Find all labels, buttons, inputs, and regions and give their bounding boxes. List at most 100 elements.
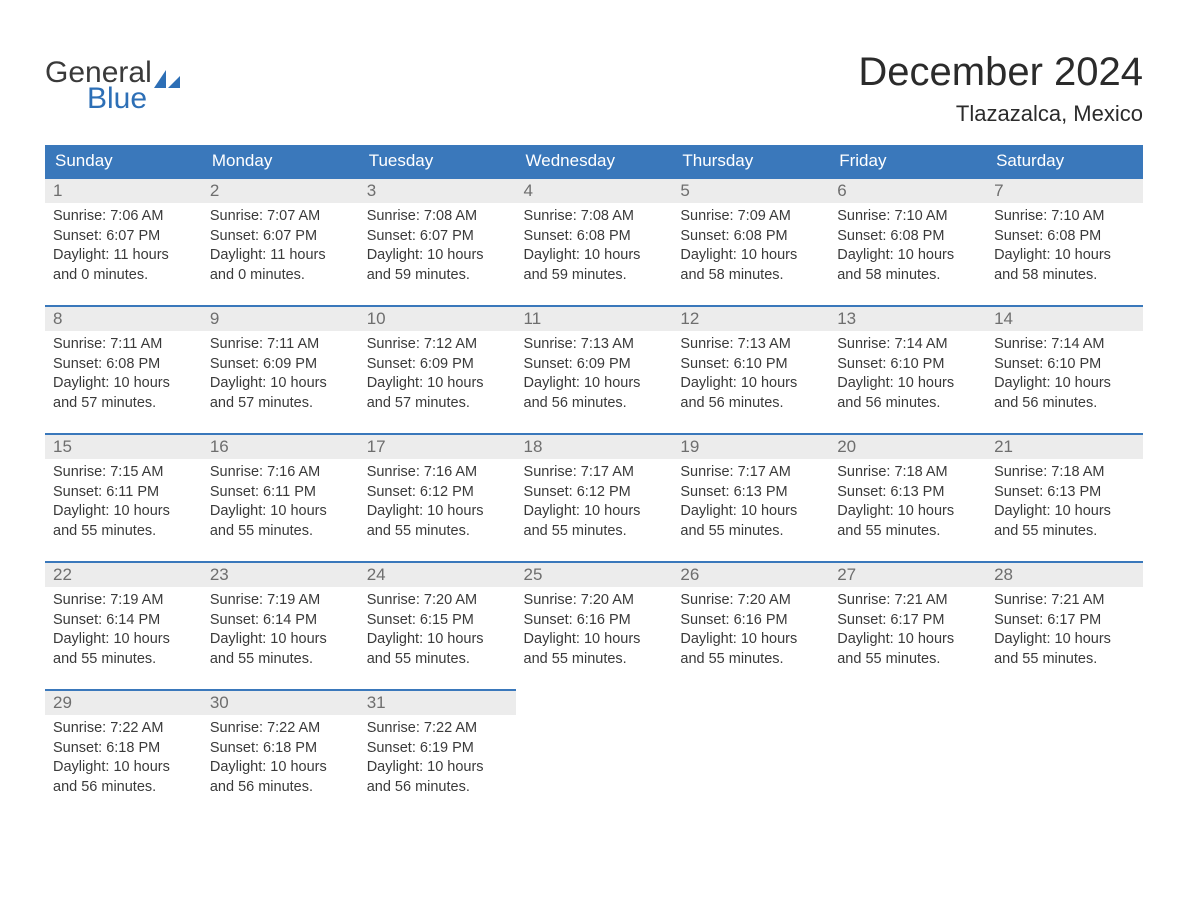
sunrise-line: Sunrise: 7:14 AM [994,335,1135,355]
day-number: 27 [829,561,986,587]
daylight-line: Daylight: 10 hours and 58 minutes. [837,246,978,285]
day-number: 18 [516,433,673,459]
day-number: 11 [516,305,673,331]
day-body: Sunrise: 7:16 AMSunset: 6:12 PMDaylight:… [359,459,516,551]
day-body: Sunrise: 7:20 AMSunset: 6:15 PMDaylight:… [359,587,516,679]
sunrise-line: Sunrise: 7:22 AM [367,719,508,739]
sunset-line: Sunset: 6:11 PM [210,483,351,503]
calendar-day-cell: 31Sunrise: 7:22 AMSunset: 6:19 PMDayligh… [359,689,516,817]
daylight-line: Daylight: 10 hours and 58 minutes. [680,246,821,285]
daylight-line: Daylight: 10 hours and 55 minutes. [994,502,1135,541]
calendar-day-cell: 12Sunrise: 7:13 AMSunset: 6:10 PMDayligh… [672,305,829,433]
day-body: Sunrise: 7:12 AMSunset: 6:09 PMDaylight:… [359,331,516,423]
daylight-line: Daylight: 11 hours and 0 minutes. [210,246,351,285]
sunrise-line: Sunrise: 7:21 AM [837,591,978,611]
sunset-line: Sunset: 6:15 PM [367,611,508,631]
calendar-day-cell: 29Sunrise: 7:22 AMSunset: 6:18 PMDayligh… [45,689,202,817]
day-body: Sunrise: 7:08 AMSunset: 6:07 PMDaylight:… [359,203,516,295]
sunset-line: Sunset: 6:08 PM [53,355,194,375]
calendar-day-cell: 26Sunrise: 7:20 AMSunset: 6:16 PMDayligh… [672,561,829,689]
sunrise-line: Sunrise: 7:14 AM [837,335,978,355]
brand-word2: Blue [87,84,147,114]
day-body: Sunrise: 7:19 AMSunset: 6:14 PMDaylight:… [202,587,359,679]
sunrise-line: Sunrise: 7:10 AM [994,207,1135,227]
calendar-day-cell: 28Sunrise: 7:21 AMSunset: 6:17 PMDayligh… [986,561,1143,689]
day-body: Sunrise: 7:20 AMSunset: 6:16 PMDaylight:… [672,587,829,679]
day-number: 15 [45,433,202,459]
sunset-line: Sunset: 6:08 PM [680,227,821,247]
calendar-day-cell: 30Sunrise: 7:22 AMSunset: 6:18 PMDayligh… [202,689,359,817]
calendar-week-row: 29Sunrise: 7:22 AMSunset: 6:18 PMDayligh… [45,689,1143,817]
sunrise-line: Sunrise: 7:07 AM [210,207,351,227]
sunset-line: Sunset: 6:08 PM [837,227,978,247]
sail-icon [154,64,180,82]
sunrise-line: Sunrise: 7:18 AM [994,463,1135,483]
day-number: 31 [359,689,516,715]
sunrise-line: Sunrise: 7:19 AM [53,591,194,611]
daylight-line: Daylight: 10 hours and 55 minutes. [524,630,665,669]
day-body: Sunrise: 7:17 AMSunset: 6:12 PMDaylight:… [516,459,673,551]
sunset-line: Sunset: 6:07 PM [210,227,351,247]
day-number: 28 [986,561,1143,587]
sunrise-line: Sunrise: 7:12 AM [367,335,508,355]
day-body: Sunrise: 7:10 AMSunset: 6:08 PMDaylight:… [829,203,986,295]
daylight-line: Daylight: 10 hours and 57 minutes. [53,374,194,413]
calendar-day-cell [672,689,829,817]
sunrise-line: Sunrise: 7:08 AM [524,207,665,227]
day-number: 10 [359,305,516,331]
day-body: Sunrise: 7:21 AMSunset: 6:17 PMDaylight:… [986,587,1143,679]
sunset-line: Sunset: 6:13 PM [837,483,978,503]
sunrise-line: Sunrise: 7:06 AM [53,207,194,227]
daylight-line: Daylight: 10 hours and 55 minutes. [367,630,508,669]
calendar-day-cell: 4Sunrise: 7:08 AMSunset: 6:08 PMDaylight… [516,177,673,305]
sunset-line: Sunset: 6:08 PM [994,227,1135,247]
sunrise-line: Sunrise: 7:21 AM [994,591,1135,611]
day-body: Sunrise: 7:11 AMSunset: 6:09 PMDaylight:… [202,331,359,423]
calendar-week-row: 22Sunrise: 7:19 AMSunset: 6:14 PMDayligh… [45,561,1143,689]
daylight-line: Daylight: 10 hours and 57 minutes. [367,374,508,413]
sunset-line: Sunset: 6:09 PM [367,355,508,375]
calendar-day-cell: 6Sunrise: 7:10 AMSunset: 6:08 PMDaylight… [829,177,986,305]
daylight-line: Daylight: 10 hours and 59 minutes. [367,246,508,285]
calendar-day-cell: 10Sunrise: 7:12 AMSunset: 6:09 PMDayligh… [359,305,516,433]
sunrise-line: Sunrise: 7:16 AM [367,463,508,483]
daylight-line: Daylight: 10 hours and 56 minutes. [524,374,665,413]
day-number: 26 [672,561,829,587]
day-body: Sunrise: 7:15 AMSunset: 6:11 PMDaylight:… [45,459,202,551]
day-body: Sunrise: 7:18 AMSunset: 6:13 PMDaylight:… [829,459,986,551]
day-body: Sunrise: 7:10 AMSunset: 6:08 PMDaylight:… [986,203,1143,295]
sunrise-line: Sunrise: 7:13 AM [524,335,665,355]
day-body: Sunrise: 7:17 AMSunset: 6:13 PMDaylight:… [672,459,829,551]
sunrise-line: Sunrise: 7:08 AM [367,207,508,227]
calendar-day-cell: 18Sunrise: 7:17 AMSunset: 6:12 PMDayligh… [516,433,673,561]
calendar-day-cell: 5Sunrise: 7:09 AMSunset: 6:08 PMDaylight… [672,177,829,305]
sunset-line: Sunset: 6:11 PM [53,483,194,503]
sunset-line: Sunset: 6:16 PM [524,611,665,631]
sunset-line: Sunset: 6:17 PM [994,611,1135,631]
day-number: 23 [202,561,359,587]
sunrise-line: Sunrise: 7:22 AM [53,719,194,739]
calendar-day-cell: 2Sunrise: 7:07 AMSunset: 6:07 PMDaylight… [202,177,359,305]
calendar-week-row: 15Sunrise: 7:15 AMSunset: 6:11 PMDayligh… [45,433,1143,561]
day-number: 14 [986,305,1143,331]
sunrise-line: Sunrise: 7:11 AM [210,335,351,355]
weekday-header: Wednesday [516,145,673,177]
calendar-day-cell: 21Sunrise: 7:18 AMSunset: 6:13 PMDayligh… [986,433,1143,561]
day-body: Sunrise: 7:18 AMSunset: 6:13 PMDaylight:… [986,459,1143,551]
calendar-day-cell: 16Sunrise: 7:16 AMSunset: 6:11 PMDayligh… [202,433,359,561]
sunset-line: Sunset: 6:16 PM [680,611,821,631]
daylight-line: Daylight: 10 hours and 56 minutes. [680,374,821,413]
weekday-header: Saturday [986,145,1143,177]
sunrise-line: Sunrise: 7:22 AM [210,719,351,739]
weekday-header: Sunday [45,145,202,177]
sunrise-line: Sunrise: 7:20 AM [367,591,508,611]
daylight-line: Daylight: 10 hours and 59 minutes. [524,246,665,285]
day-number: 1 [45,177,202,203]
calendar-day-cell [516,689,673,817]
top-bar: General Blue December 2024 Tlazazalca, M… [45,50,1143,127]
calendar-day-cell: 23Sunrise: 7:19 AMSunset: 6:14 PMDayligh… [202,561,359,689]
day-body: Sunrise: 7:22 AMSunset: 6:18 PMDaylight:… [45,715,202,807]
day-number: 16 [202,433,359,459]
day-body: Sunrise: 7:21 AMSunset: 6:17 PMDaylight:… [829,587,986,679]
sunrise-line: Sunrise: 7:16 AM [210,463,351,483]
